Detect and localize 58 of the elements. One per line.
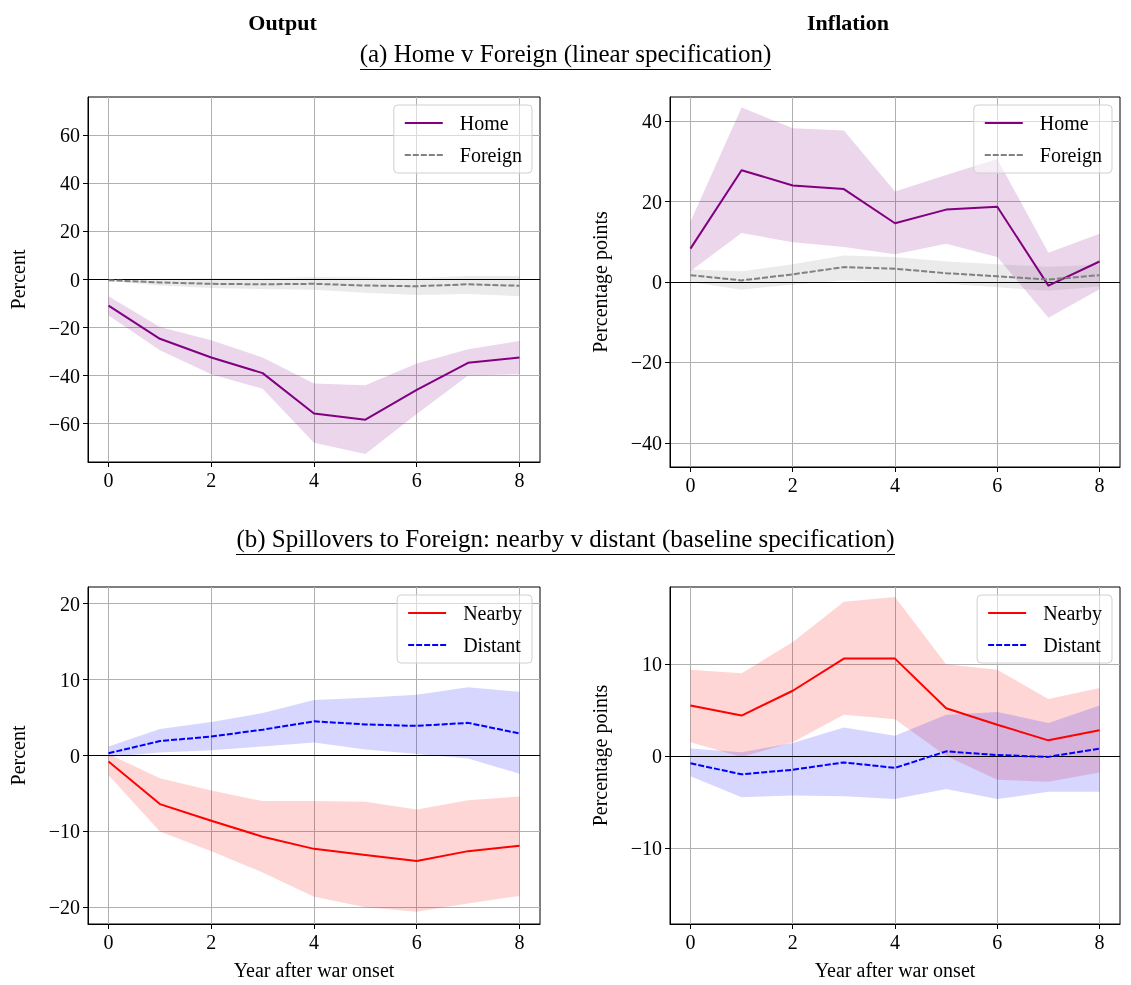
- y-tick-label: 10: [642, 653, 662, 676]
- x-tick-label: 4: [890, 474, 900, 496]
- y-tick-label: 0: [70, 268, 80, 291]
- x-tick-label: 6: [992, 474, 1003, 496]
- x-tick-label: 8: [1094, 931, 1105, 953]
- legend-label: Nearby: [1043, 602, 1102, 625]
- chart-subtitle: (b) Spillovers to Foreign: nearby v distant (baseline specification): [236, 525, 895, 555]
- x-tick-label: 8: [514, 469, 525, 491]
- x-tick-label: 6: [411, 469, 422, 491]
- x-axis-title: Year after war onset: [233, 959, 395, 981]
- chart-subtitle: (a) Home v Foreign (linear specification): [359, 40, 772, 70]
- x-tick-label: 8: [514, 931, 525, 953]
- y-tick-label: 10: [60, 668, 80, 691]
- y-tick-label: −40: [630, 431, 662, 454]
- y-tick-label: −10: [48, 820, 80, 843]
- legend-label: Distant: [463, 634, 522, 656]
- chart-title: Inflation: [807, 9, 889, 35]
- x-tick-label: 8: [1094, 474, 1105, 496]
- y-tick-label: −20: [48, 316, 80, 339]
- y-axis-title: Percent: [7, 249, 29, 310]
- y-axis-title: Percentage points: [589, 684, 612, 827]
- legend-label: Nearby: [463, 602, 522, 625]
- x-tick-label: 4: [890, 931, 900, 953]
- y-axis-title: Percentage points: [589, 210, 612, 353]
- y-tick-label: 0: [652, 271, 662, 293]
- y-tick-label: −10: [630, 836, 662, 859]
- y-tick-label: −20: [48, 896, 80, 919]
- legend-label: Foreign: [1039, 144, 1102, 167]
- y-tick-label: 20: [642, 190, 662, 213]
- y-tick-label: −60: [48, 412, 80, 435]
- y-tick-label: 60: [60, 124, 80, 147]
- x-tick-label: 4: [309, 931, 319, 953]
- legend-label: Home: [1039, 112, 1089, 134]
- legend-label: Home: [459, 112, 509, 134]
- x-tick-label: 2: [206, 931, 217, 953]
- y-axis-title: Percent: [7, 725, 29, 786]
- x-tick-label: 4: [309, 469, 319, 491]
- y-tick-label: 40: [642, 110, 662, 133]
- y-tick-label: 40: [60, 172, 80, 195]
- legend-label: Foreign: [459, 144, 522, 167]
- x-tick-label: 0: [103, 931, 114, 953]
- y-tick-label: 0: [70, 744, 80, 767]
- x-tick-label: 2: [787, 474, 798, 496]
- x-tick-label: 6: [992, 931, 1003, 953]
- x-tick-label: 0: [685, 931, 696, 953]
- legend-label: Distant: [1043, 634, 1102, 656]
- x-tick-label: 2: [787, 931, 798, 953]
- y-tick-label: 0: [652, 744, 662, 767]
- chart-title: Output: [248, 9, 318, 35]
- y-tick-label: 20: [60, 592, 80, 615]
- x-axis-title: Year after war onset: [814, 959, 976, 981]
- y-tick-label: 20: [60, 220, 80, 243]
- x-tick-label: 0: [103, 469, 114, 491]
- x-tick-label: 2: [206, 469, 217, 491]
- y-tick-label: −20: [630, 351, 662, 374]
- x-tick-label: 6: [411, 931, 422, 953]
- y-tick-label: −40: [48, 364, 80, 387]
- x-tick-label: 0: [685, 474, 696, 496]
